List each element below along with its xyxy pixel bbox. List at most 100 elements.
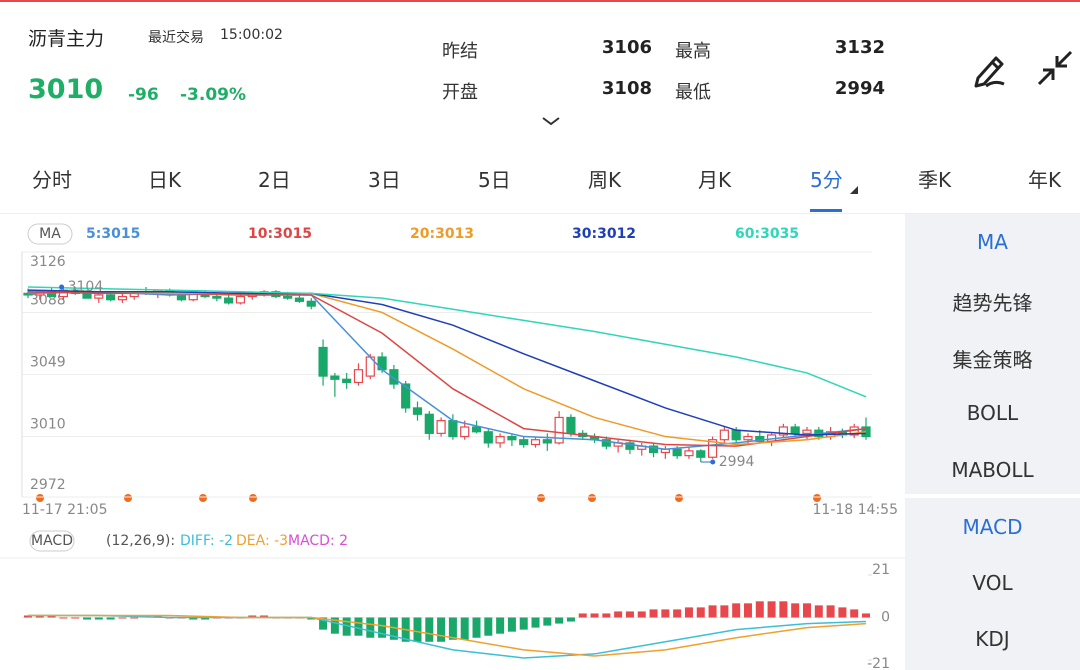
- side-item[interactable]: 趋势先锋: [952, 291, 1033, 315]
- legend-entry: 10:3015: [248, 226, 312, 242]
- macd-bar: [531, 617, 540, 628]
- candle-body: [424, 413, 434, 434]
- trade-time: 15:00:02: [220, 27, 283, 43]
- divider: [0, 213, 1080, 214]
- candle-body: [23, 292, 33, 296]
- stat-value: 3106: [601, 37, 652, 58]
- tab[interactable]: 5分: [810, 168, 843, 192]
- candle-body: [353, 369, 364, 384]
- macd-bar: [708, 605, 717, 618]
- tab[interactable]: 5日: [478, 168, 511, 192]
- candle-body: [117, 295, 128, 301]
- macd-bar: [378, 617, 387, 638]
- macd-bar: [71, 617, 80, 619]
- macd-bar: [661, 609, 670, 618]
- active-tab-indicator: [810, 209, 842, 212]
- max-label: 3104: [68, 279, 104, 295]
- legend-tag-box: [27, 223, 73, 245]
- candle-body: [483, 431, 493, 444]
- macd-bar: [342, 617, 351, 636]
- side-item[interactable]: BOLL: [966, 401, 1019, 425]
- legend-entry: 5:3015: [86, 226, 140, 242]
- stat-label: 开盘: [442, 82, 478, 103]
- y-tick-label: 0: [881, 610, 890, 626]
- macd-bar: [519, 617, 528, 630]
- macd-bar: [130, 617, 139, 619]
- tab[interactable]: 分时: [32, 168, 72, 192]
- stat-label: 昨结: [442, 41, 478, 62]
- indicator-line: [28, 614, 867, 657]
- indicator-line: [27, 286, 867, 398]
- macd-bar: [649, 609, 658, 618]
- y-tick-label: 3049: [30, 355, 66, 371]
- candle-body: [648, 445, 659, 454]
- y-tick-label: 21: [872, 562, 890, 578]
- candle-body: [743, 435, 753, 441]
- expand-arrow[interactable]: [540, 114, 562, 128]
- macd-bar: [578, 613, 587, 618]
- tab[interactable]: 周K: [588, 168, 622, 192]
- macd-bar: [590, 613, 599, 618]
- side-item[interactable]: MACD: [962, 515, 1023, 539]
- macd-bar: [307, 617, 316, 620]
- candle-body: [460, 426, 470, 438]
- macd-bar: [94, 617, 103, 620]
- price-change: -96: [128, 85, 159, 105]
- macd-bar: [472, 617, 481, 638]
- candle-body: [318, 346, 328, 377]
- tab-dropdown[interactable]: [850, 186, 858, 194]
- macd-bar: [566, 617, 575, 622]
- side-item[interactable]: 集金策略: [952, 348, 1033, 372]
- legend-entry: 30:3012: [572, 226, 636, 242]
- side-item[interactable]: MABOLL: [951, 458, 1034, 482]
- candle-body: [448, 420, 458, 438]
- macd-bar: [389, 617, 398, 640]
- legend-tag: MACD: [31, 533, 73, 549]
- tab[interactable]: 3日: [368, 168, 401, 192]
- side-item[interactable]: MA: [977, 230, 1008, 254]
- macd-bar: [189, 617, 198, 620]
- chart: MA 5:3015 10:3015 20:3013 30:3012 60:3035 2972…: [0, 223, 905, 670]
- stat-value: 3108: [601, 78, 652, 99]
- macd-bar: [507, 617, 516, 632]
- side-item[interactable]: VOL: [972, 571, 1013, 595]
- macd-bar: [720, 605, 729, 618]
- tab[interactable]: 年K: [1028, 168, 1062, 192]
- y-tick-label: 3010: [30, 417, 66, 433]
- macd-bar: [614, 611, 623, 618]
- legend-tag-box: [29, 530, 75, 552]
- tab[interactable]: 2日: [258, 168, 291, 192]
- candle-body: [283, 295, 293, 299]
- candle-body: [412, 407, 423, 415]
- shrink-icon[interactable]: [1035, 48, 1075, 88]
- macd-bar: [59, 617, 68, 619]
- max-marker: [59, 284, 65, 290]
- macd-bar: [802, 603, 811, 618]
- tab[interactable]: 日K: [148, 168, 182, 192]
- indicator-line: [27, 289, 867, 446]
- tab[interactable]: 季K: [918, 168, 952, 192]
- candle-body: [802, 429, 812, 434]
- macd-bar: [106, 617, 115, 620]
- macd-bar: [862, 613, 870, 618]
- min-label: 2994: [719, 454, 755, 470]
- candle-body: [696, 450, 706, 458]
- y-tick-label: 3088: [30, 292, 66, 308]
- legend-tag: MA: [39, 226, 61, 242]
- draw-icon[interactable]: [970, 48, 1010, 90]
- candle-body: [495, 435, 505, 444]
- tab[interactable]: 月K: [698, 168, 732, 192]
- macd-bar: [118, 617, 127, 619]
- macd-bar: [732, 603, 741, 618]
- instrument-name: 沥青主力: [28, 28, 105, 50]
- macd-bar: [814, 605, 823, 618]
- macd-bar: [83, 617, 92, 620]
- macd-bar: [791, 603, 800, 618]
- macd-bar: [319, 617, 328, 630]
- indicator-line: [27, 291, 867, 447]
- macd-bar: [543, 617, 552, 626]
- side-item[interactable]: KDJ: [975, 627, 1010, 651]
- stat-value: 2994: [834, 78, 885, 99]
- macd-bar: [755, 601, 764, 618]
